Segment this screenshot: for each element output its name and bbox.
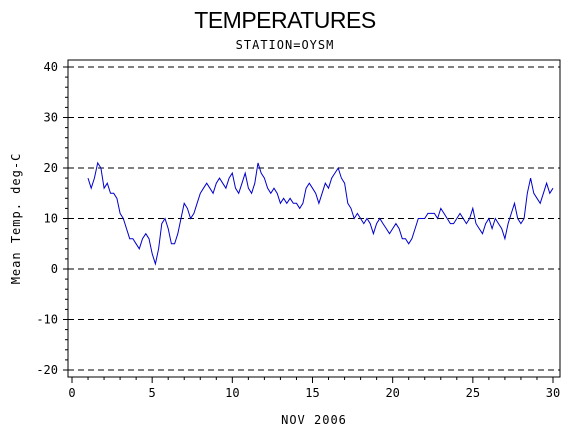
y-tick-label: 30	[44, 111, 58, 125]
y-tick-label: 20	[44, 161, 58, 175]
y-tick-label: 40	[44, 60, 58, 74]
x-tick-label: 0	[68, 386, 75, 400]
x-axis-label: NOV 2006	[281, 413, 347, 427]
y-tick-label: 10	[44, 212, 58, 226]
series-line-1	[87, 161, 554, 266]
tick-labels: -20 -10 0 10 20 30 40 0 5 10 15 20 25 30	[36, 60, 560, 400]
chart-subtitle: STATION=OYSM	[235, 38, 335, 52]
x-tick-label: 30	[546, 386, 560, 400]
x-tick-label: 15	[305, 386, 319, 400]
y-tick-label: -10	[36, 313, 58, 327]
x-tick-label: 5	[149, 386, 156, 400]
series-layer	[87, 161, 554, 266]
chart-title: TEMPERATURES	[194, 7, 376, 33]
y-tick-label: -20	[36, 363, 58, 377]
x-tick-label: 10	[225, 386, 239, 400]
y-tick-label: 0	[51, 262, 58, 276]
x-tick-label: 25	[466, 386, 480, 400]
tick-marks	[63, 66, 554, 383]
y-axis-label: Mean Temp. deg-C	[9, 153, 23, 285]
grid-lines	[68, 66, 560, 371]
x-tick-label: 20	[385, 386, 399, 400]
